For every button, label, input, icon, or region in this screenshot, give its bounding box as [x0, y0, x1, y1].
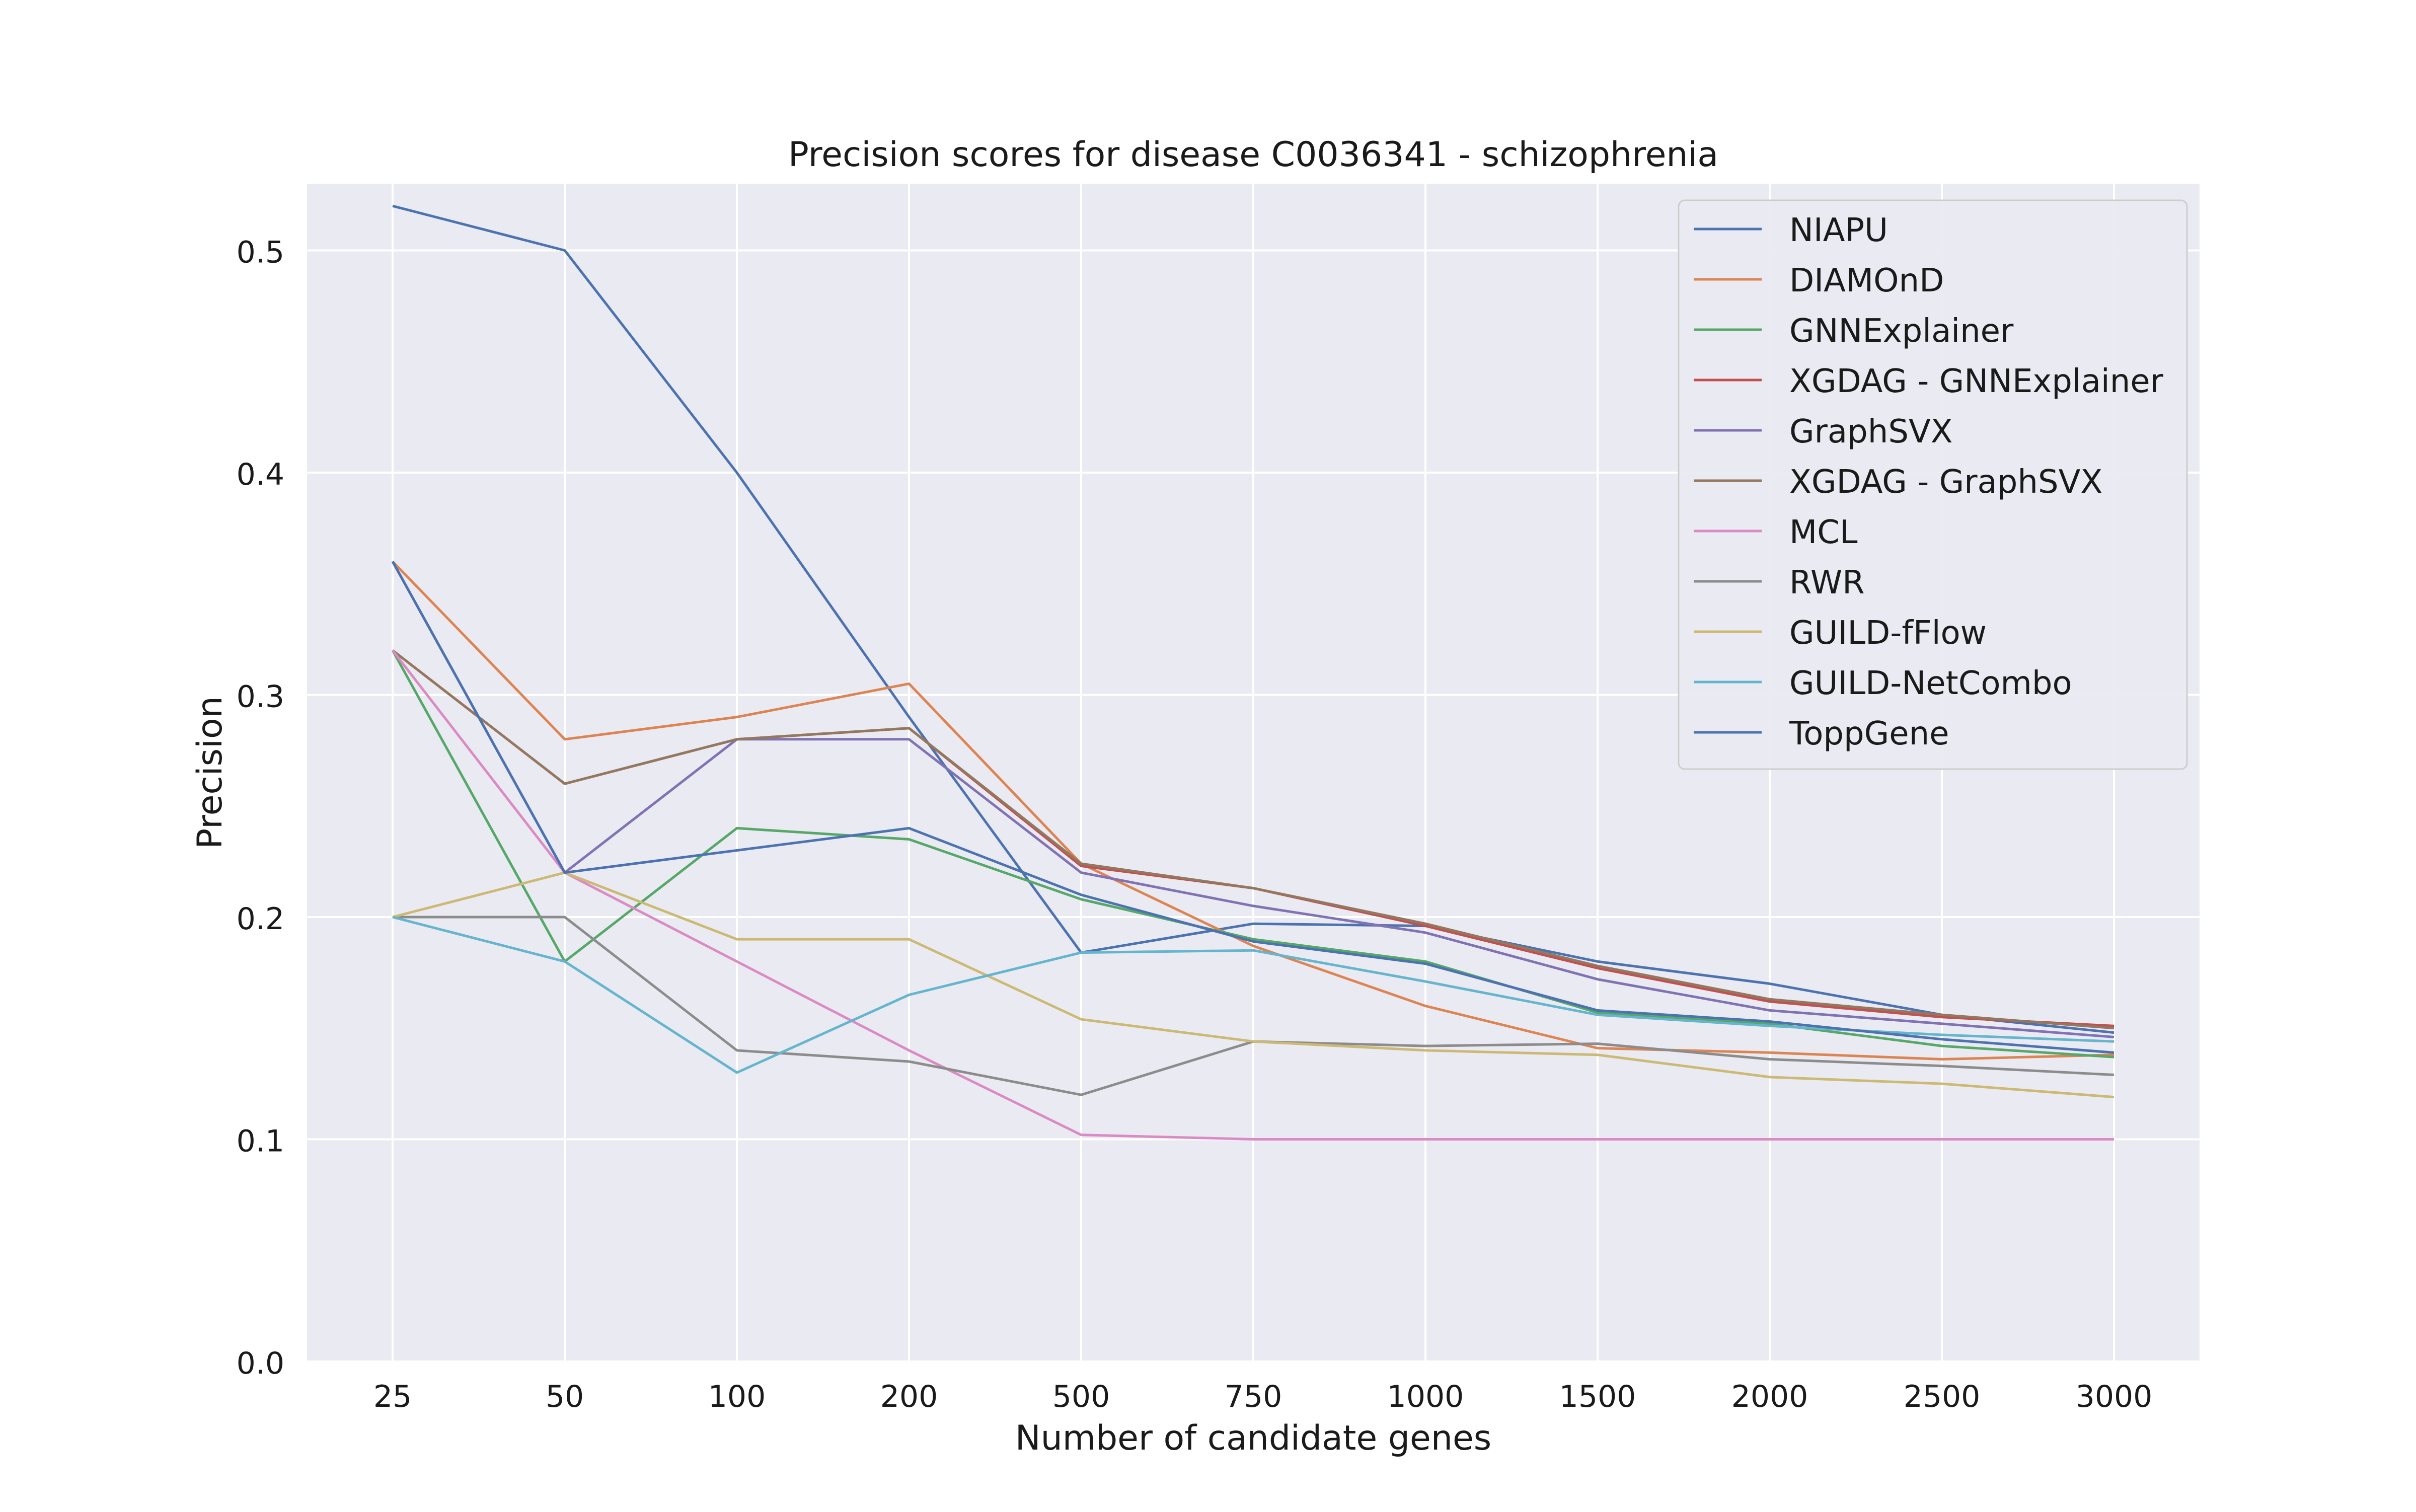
series-line-diamond: [392, 560, 2115, 1061]
legend-label: GUILD-NetCombo: [1789, 665, 2072, 702]
series-line-mcl: [392, 649, 2114, 1141]
x-tick-label: 1500: [1559, 1379, 1636, 1414]
series-line-xgdag-graphsvx: [392, 649, 2115, 1030]
legend-box: [1678, 199, 2188, 770]
series-lines: [391, 204, 2115, 1141]
x-tick-label: 25: [373, 1379, 412, 1414]
x-tick-label: 2500: [1904, 1379, 1981, 1414]
x-tick-label: 500: [1052, 1379, 1110, 1414]
series-line-gnnexplainer: [391, 649, 2115, 1059]
legend-label: XGDAG - GraphSVX: [1789, 464, 2102, 501]
x-tick-label: 1000: [1387, 1379, 1464, 1414]
chart-title: Precision scores for disease C0036341 - …: [788, 135, 1718, 175]
x-axis-label: Number of candidate genes: [1015, 1418, 1491, 1458]
x-tick-label: 3000: [2076, 1379, 2153, 1414]
legend: NIAPU DIAMOnD GNNExplainer XGDAG - GNNExpla…: [1678, 199, 2188, 770]
legend-label: RWR: [1789, 564, 1865, 601]
y-tick-label: 0.3: [237, 679, 284, 714]
series-line-toppgene: [391, 561, 2115, 1054]
legend-label: ToppGene: [1789, 715, 1949, 752]
y-axis-ticks: 0.0 0.1 0.2 0.3 0.4 0.5: [237, 235, 284, 1381]
x-tick-label: 2000: [1731, 1379, 1808, 1414]
y-tick-label: 0.4: [237, 457, 284, 492]
x-tick-label: 750: [1225, 1379, 1282, 1414]
series-line-guild-netcombo: [392, 916, 2115, 1074]
x-tick-label: 100: [708, 1379, 766, 1414]
series-line-guild-fflow: [392, 871, 2115, 1099]
legend-label: DIAMOnD: [1789, 262, 1944, 299]
legend-label: GNNExplainer: [1789, 313, 2014, 350]
y-tick-label: 0.0: [237, 1346, 284, 1381]
series-line-graphsvx: [391, 561, 2115, 1038]
series-line-niapu: [392, 204, 2115, 1034]
legend-label: XGDAG - GNNExplainer: [1789, 363, 2164, 400]
legend-label: NIAPU: [1789, 212, 1888, 249]
y-tick-label: 0.2: [237, 901, 284, 937]
y-axis-label: Precision: [190, 696, 230, 849]
x-axis-ticks: 25 50 100 200 500 750 1000 1500 2000 2500 3000: [373, 1379, 2153, 1414]
y-tick-label: 0.5: [237, 235, 284, 270]
legend-label: MCL: [1789, 514, 1858, 551]
legend-label: GraphSVX: [1789, 413, 1953, 450]
y-tick-label: 0.1: [237, 1123, 284, 1159]
x-tick-label: 50: [546, 1379, 584, 1414]
legend-label: GUILD-fFlow: [1789, 615, 1987, 652]
x-tick-label: 200: [880, 1379, 938, 1414]
